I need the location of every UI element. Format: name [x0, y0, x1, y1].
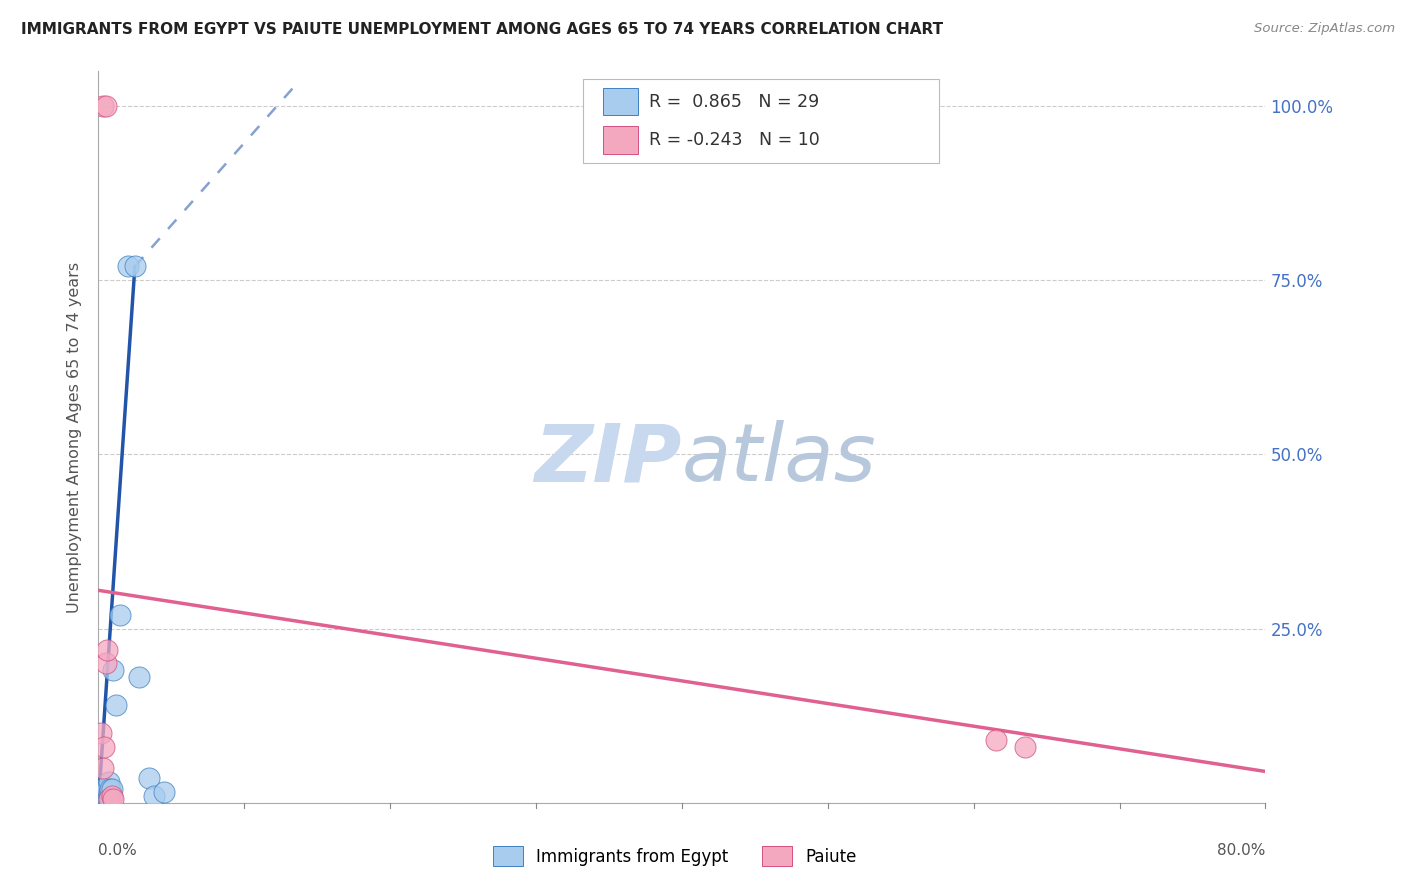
Text: 80.0%: 80.0% — [1218, 843, 1265, 858]
Point — [91, 761, 114, 775]
Point — [142, 789, 165, 803]
Text: R = -0.243   N = 10: R = -0.243 N = 10 — [650, 131, 820, 149]
Point — [100, 789, 122, 803]
Point — [104, 698, 127, 713]
Point — [93, 740, 115, 755]
Y-axis label: Unemployment Among Ages 65 to 74 years: Unemployment Among Ages 65 to 74 years — [67, 261, 83, 613]
Point — [153, 785, 176, 799]
Point — [94, 785, 117, 799]
Point — [97, 775, 120, 789]
Text: IMMIGRANTS FROM EGYPT VS PAIUTE UNEMPLOYMENT AMONG AGES 65 TO 74 YEARS CORRELATI: IMMIGRANTS FROM EGYPT VS PAIUTE UNEMPLOY… — [21, 22, 943, 37]
Point — [96, 789, 118, 803]
Point — [97, 785, 120, 799]
Point — [93, 785, 115, 799]
Point — [101, 664, 124, 678]
Point — [96, 781, 118, 796]
Text: Source: ZipAtlas.com: Source: ZipAtlas.com — [1254, 22, 1395, 36]
Point — [96, 642, 118, 657]
Point — [90, 789, 112, 803]
Point — [91, 99, 114, 113]
Point — [1014, 740, 1036, 755]
Bar — [603, 87, 637, 115]
Point — [97, 789, 120, 803]
Point — [98, 781, 121, 796]
Point — [984, 733, 1007, 747]
Point — [93, 781, 115, 796]
Point — [94, 99, 117, 113]
Point — [90, 726, 112, 740]
Point — [138, 772, 160, 786]
Point — [94, 781, 117, 796]
Point — [91, 789, 114, 803]
Point — [128, 670, 150, 684]
Bar — [603, 126, 637, 153]
Point — [117, 260, 139, 274]
Point — [100, 781, 122, 796]
Point — [96, 785, 118, 799]
Point — [110, 607, 132, 622]
Text: ZIP: ZIP — [534, 420, 682, 498]
Point — [124, 260, 146, 274]
Text: atlas: atlas — [682, 420, 877, 498]
Point — [91, 785, 114, 799]
Point — [93, 789, 115, 803]
Text: R =  0.865   N = 29: R = 0.865 N = 29 — [650, 93, 820, 111]
Text: 0.0%: 0.0% — [98, 843, 138, 858]
Point — [101, 792, 124, 806]
Legend: Immigrants from Egypt, Paiute: Immigrants from Egypt, Paiute — [485, 838, 865, 875]
Point — [90, 785, 112, 799]
Point — [97, 792, 120, 806]
Point — [94, 657, 117, 671]
FancyBboxPatch shape — [582, 78, 939, 162]
Point — [94, 789, 117, 803]
Point — [98, 785, 121, 799]
Point — [91, 781, 114, 796]
